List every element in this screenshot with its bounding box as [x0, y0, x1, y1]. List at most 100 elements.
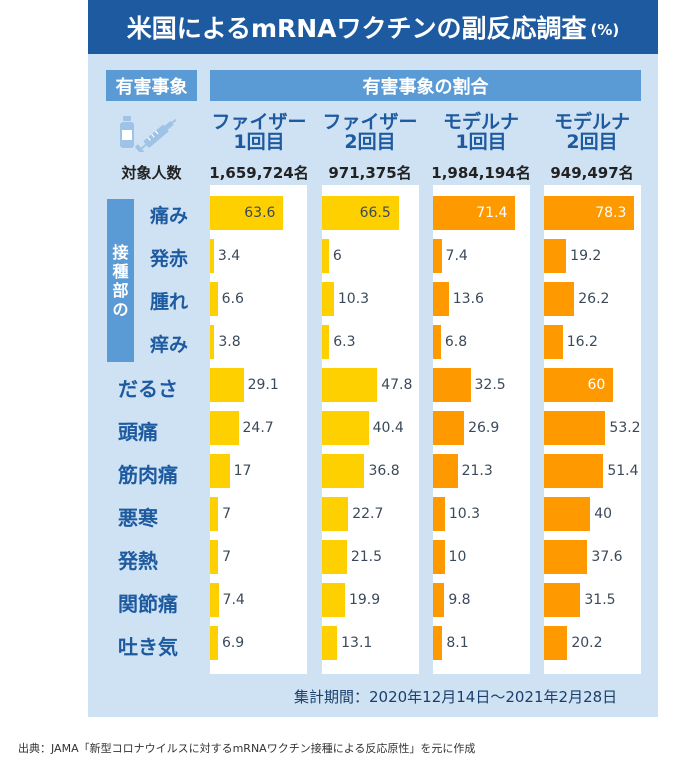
bar [210, 411, 239, 445]
value-label: 32.5 [474, 377, 506, 393]
value-label: 47.8 [381, 377, 413, 393]
bar [544, 497, 591, 531]
value-label: 13.6 [452, 291, 484, 307]
column-head: モデルナ 2回目 [537, 112, 647, 152]
source-note: 出典：JAMA「新型コロナウイルスに対するmRNAワクチン接種による反応原性」を… [18, 742, 476, 755]
bar [433, 196, 516, 230]
value-label: 60 [587, 377, 606, 393]
bar [210, 239, 214, 273]
column-dose: 1回目 [233, 131, 285, 153]
bar [544, 239, 567, 273]
value-label: 26.9 [468, 420, 500, 436]
bar [544, 454, 604, 488]
bar [322, 583, 345, 617]
category-label: だるさ [118, 377, 178, 401]
value-label: 26.2 [578, 291, 610, 307]
value-label: 7 [222, 506, 231, 522]
value-label: 3.4 [217, 248, 241, 264]
site-char: 種 [112, 261, 129, 281]
value-label: 6.9 [221, 635, 245, 651]
value-label: 24.7 [242, 420, 274, 436]
value-label: 7 [222, 549, 231, 565]
bar [322, 239, 329, 273]
bar [544, 282, 575, 316]
category-label: 関節痛 [118, 592, 178, 616]
header-event: 有害事象 [106, 70, 197, 101]
column-dose: 2回目 [566, 131, 618, 153]
bar [322, 196, 399, 230]
column-n: 971,375名 [328, 164, 412, 182]
bar [433, 368, 471, 402]
value-label: 6.8 [444, 334, 468, 350]
value-label: 78.3 [595, 205, 627, 221]
value-label: 19.2 [570, 248, 602, 264]
value-label: 19.9 [348, 592, 381, 608]
column-vaccine: ファイザー [322, 111, 418, 133]
chart-title-unit: (%) [590, 21, 620, 39]
header-rate: 有害事象の割合 [210, 70, 641, 101]
category-label: 筋肉痛 [118, 463, 178, 487]
n-label: 対象人数 [121, 164, 182, 182]
category-label: 吐き気 [118, 635, 178, 659]
category-label: 悪寒 [118, 506, 158, 530]
value-label: 20.2 [571, 635, 603, 651]
value-label: 22.7 [352, 506, 384, 522]
value-label: 71.4 [476, 205, 508, 221]
vaccine-syringe-icon [120, 116, 177, 152]
category-label: 痛み [150, 205, 189, 227]
bar [210, 540, 219, 574]
category-label: 腫れ [150, 291, 189, 313]
value-label: 16.2 [566, 334, 598, 350]
bar [433, 540, 445, 574]
value-label: 53.2 [609, 420, 641, 436]
bar [433, 411, 465, 445]
value-label: 10 [448, 549, 467, 565]
bar [433, 626, 443, 660]
column-head: ファイザー 1回目 [204, 112, 314, 152]
bar [544, 626, 568, 660]
value-label: 21.3 [461, 463, 493, 479]
bar [322, 411, 369, 445]
value-label: 6.3 [333, 334, 356, 350]
value-label: 63.6 [244, 205, 276, 221]
value-label: 7.4 [222, 592, 245, 608]
column-head: ファイザー 2回目 [315, 112, 425, 152]
value-label: 36.8 [368, 463, 400, 479]
bar [544, 368, 614, 402]
value-label: 13.1 [341, 635, 373, 651]
site-char: の [112, 299, 129, 319]
value-label: 6.6 [221, 291, 244, 307]
survey-period: 集計期間：2020年12月14日〜2021年2月28日 [294, 688, 618, 706]
value-label: 3.8 [218, 334, 241, 350]
bar [210, 454, 230, 488]
category-label: 頭痛 [118, 420, 158, 444]
chart-title: 米国によるmRNAワクチンの副反応調査 [126, 14, 587, 43]
bar [210, 583, 219, 617]
column-n: 1,984,194名 [431, 164, 531, 182]
value-label: 10.3 [448, 506, 481, 522]
bar [433, 282, 449, 316]
bar [210, 196, 284, 230]
column-dose: 2回目 [344, 131, 396, 153]
bar [433, 454, 458, 488]
value-label: 6 [332, 248, 342, 264]
value-label: 17 [233, 463, 252, 479]
bar [210, 368, 244, 402]
value-label: 51.4 [607, 463, 639, 479]
bar [322, 282, 334, 316]
bar [210, 626, 218, 660]
injection-site-box: 接 種 部 の [107, 199, 134, 362]
value-label: 31.5 [584, 592, 616, 608]
bar [544, 325, 563, 359]
bar [544, 196, 635, 230]
bar [210, 325, 215, 359]
value-label: 66.5 [359, 205, 391, 221]
bar [544, 583, 581, 617]
bar [322, 325, 330, 359]
value-label: 7.4 [445, 248, 468, 264]
bar [322, 540, 347, 574]
bar [544, 411, 606, 445]
column-n: 949,497名 [550, 164, 634, 182]
column-vaccine: モデルナ [553, 111, 630, 133]
value-label: 37.6 [591, 549, 623, 565]
